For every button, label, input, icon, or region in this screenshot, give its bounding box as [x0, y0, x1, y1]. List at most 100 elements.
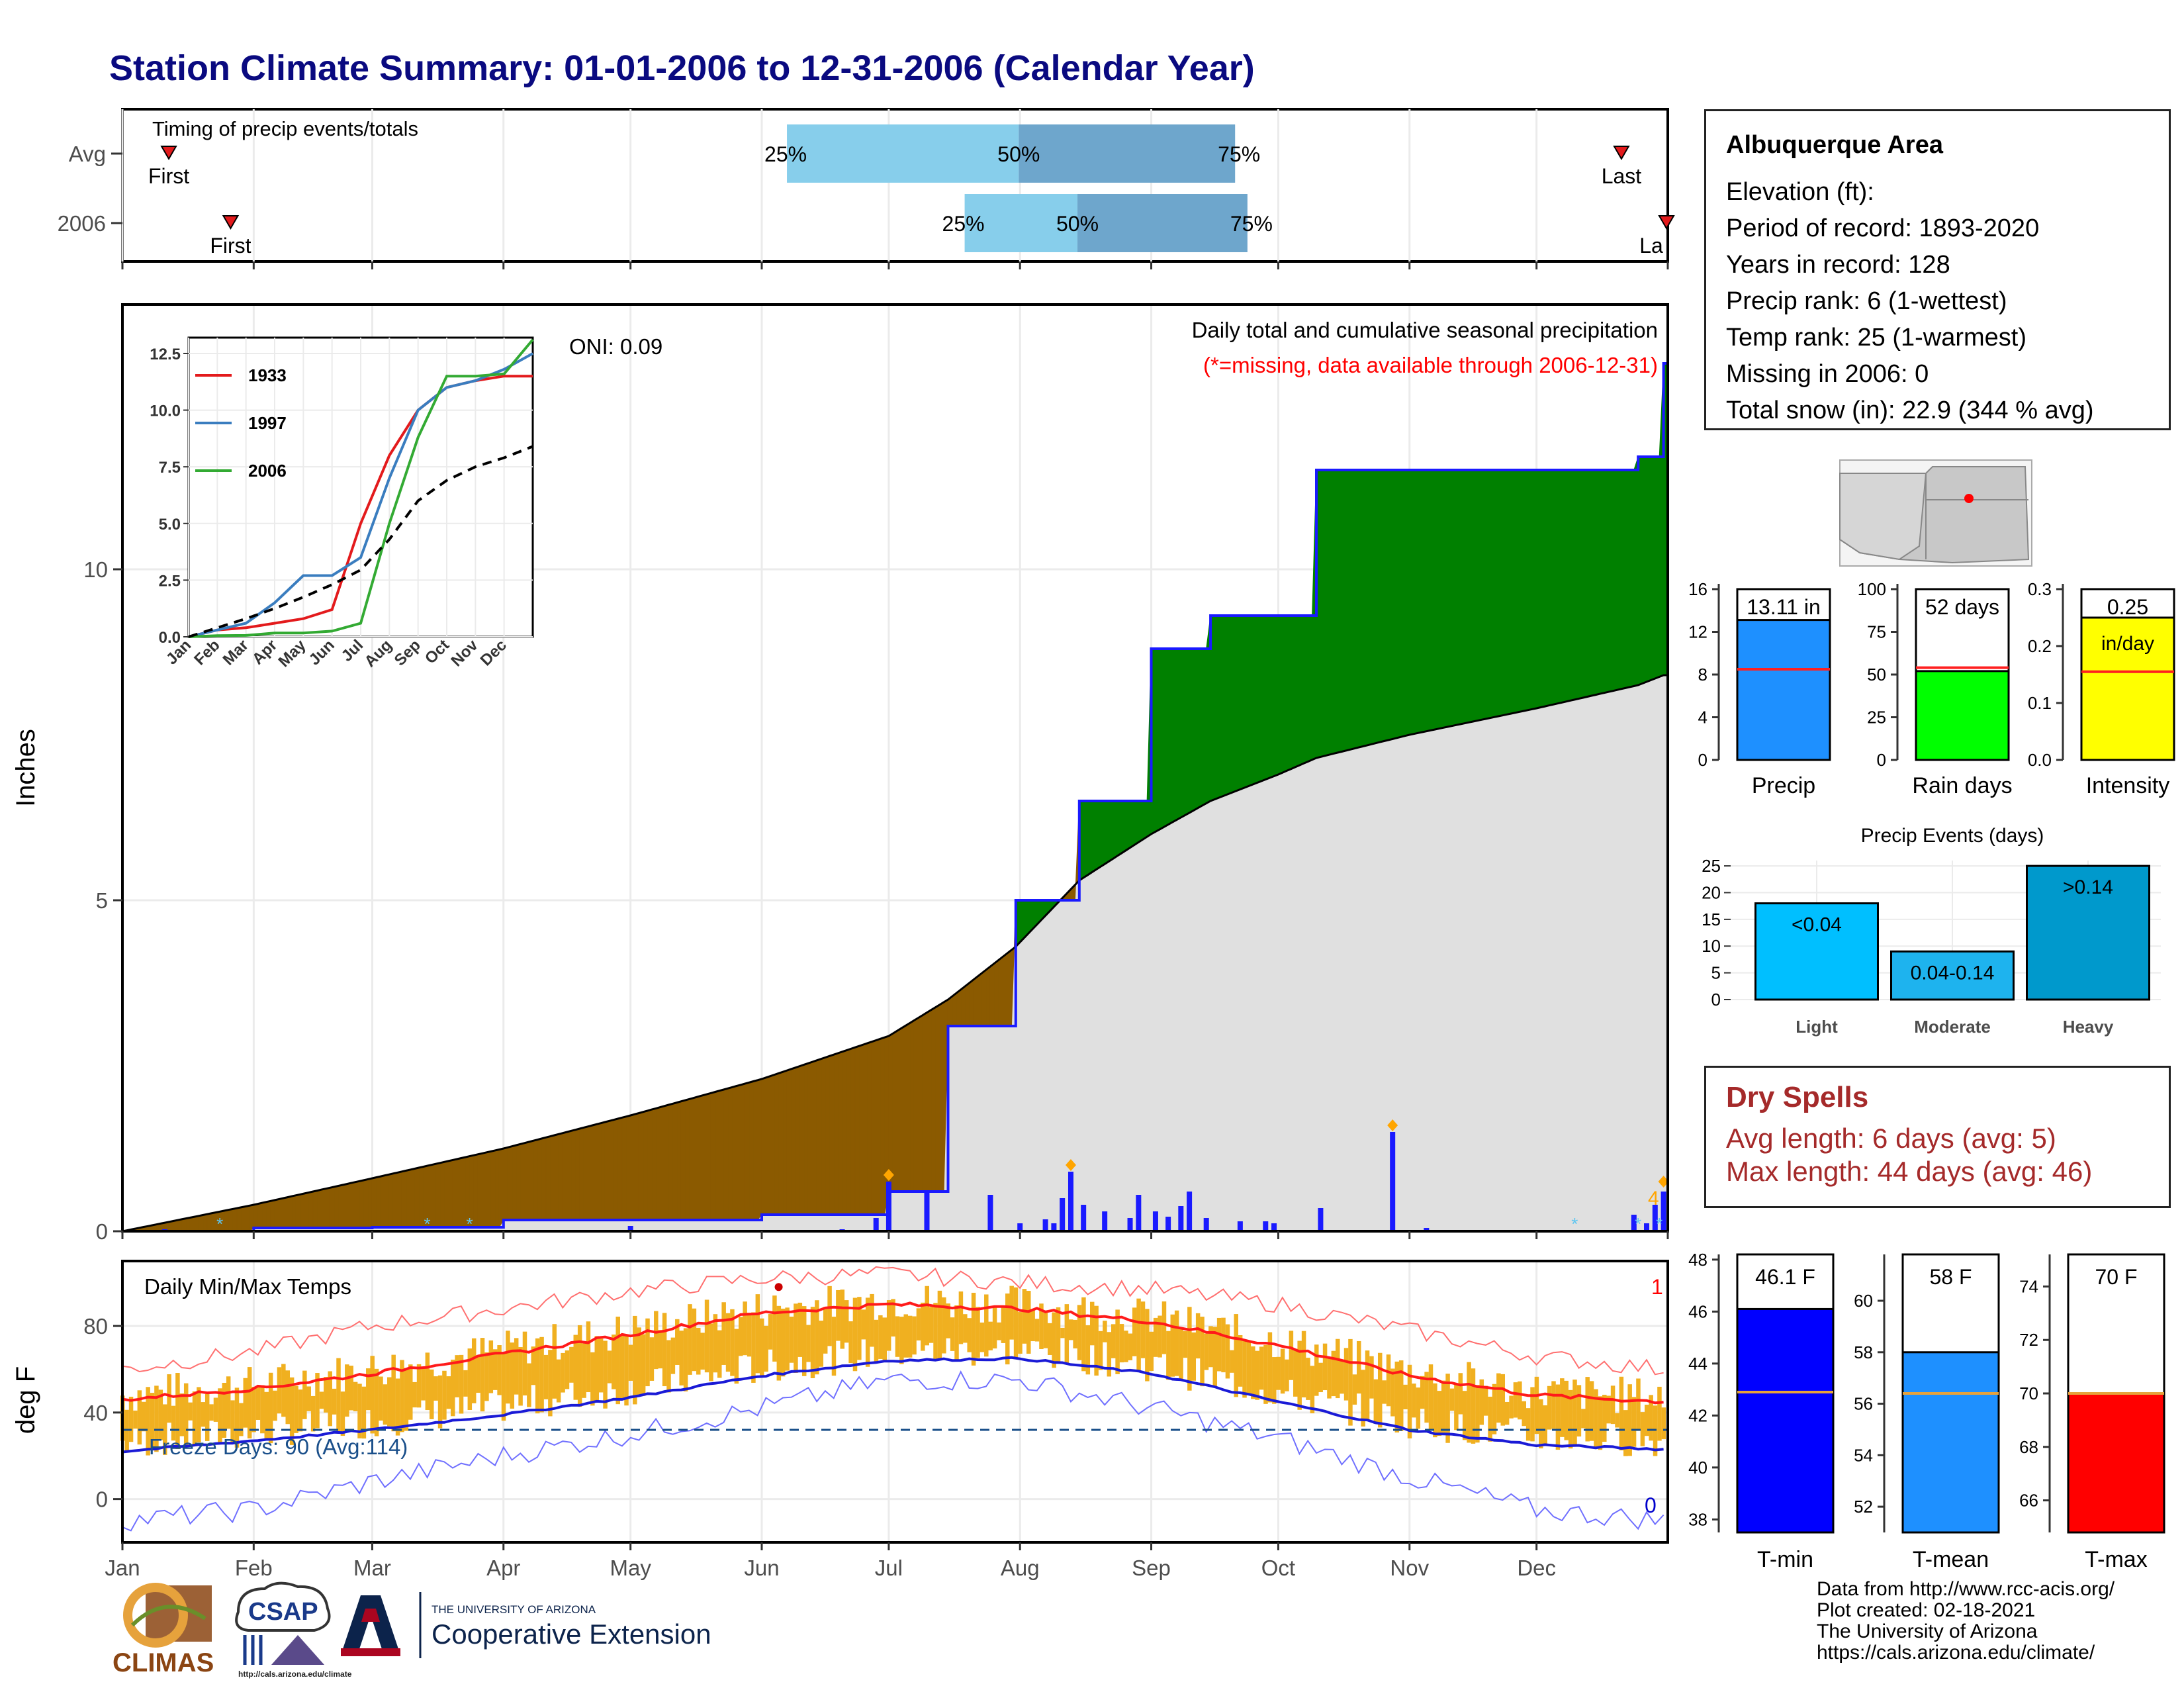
- deficit-band: [189, 1216, 195, 1232]
- daily-temp-range-bar: [1467, 1362, 1471, 1443]
- average-cumulative-line: [122, 674, 1668, 1233]
- daily-temp-range-bar: [1263, 1344, 1268, 1404]
- daily-temp-range-bar: [725, 1313, 731, 1372]
- surplus-band: [1091, 800, 1097, 873]
- temp-y-tick-label: 80: [83, 1314, 108, 1338]
- deficit-band: [761, 1077, 766, 1215]
- daily-temp-range-bar: [1594, 1389, 1598, 1447]
- surplus-band: [1367, 469, 1372, 746]
- deficit-band: [575, 1128, 580, 1221]
- deficit-band: [545, 1136, 551, 1221]
- daily-temp-range-bar: [158, 1389, 163, 1440]
- daily-temp-range-bar: [878, 1315, 883, 1359]
- daily-temp-range-bar: [319, 1391, 324, 1409]
- daily-temp-range-bar: [755, 1294, 760, 1374]
- deficit-band: [960, 985, 966, 1027]
- deficit-band: [439, 1161, 445, 1228]
- surplus-band: [1527, 469, 1533, 711]
- daily-temp-range-bar: [1191, 1332, 1197, 1381]
- daily-temp-range-bar: [1242, 1339, 1247, 1398]
- daily-temp-range-bar: [654, 1311, 659, 1370]
- daily-temp-range-bar: [175, 1373, 180, 1450]
- daily-temp-range-bar: [776, 1305, 782, 1381]
- daily-temp-range-bar: [1322, 1343, 1328, 1391]
- daily-temp-range-bar: [450, 1359, 455, 1417]
- deficit-band: [210, 1212, 216, 1232]
- daily-temp-range-bar: [925, 1286, 929, 1346]
- daily-temp-range-bar: [128, 1396, 134, 1442]
- dry-spells-title: Dry Spells: [1726, 1081, 1869, 1113]
- deficit-band: [719, 1089, 724, 1221]
- daily-temp-range-bar: [514, 1338, 519, 1395]
- surplus-band: [1383, 469, 1389, 742]
- daily-temp-range-bar: [649, 1337, 655, 1381]
- temp-plot-frame: [121, 1260, 1669, 1544]
- daily-temp-range-bar: [395, 1378, 400, 1436]
- daily-temp-range-bar: [565, 1350, 570, 1389]
- daily-temp-range-bar: [446, 1376, 451, 1409]
- daily-temp-range-bar: [954, 1305, 959, 1361]
- surplus-band: [1163, 648, 1169, 828]
- daily-temp-range-bar: [277, 1367, 282, 1414]
- page-title: Station Climate Summary: 01-01-2006 to 1…: [109, 48, 1255, 88]
- snow-day-marker: *: [216, 1214, 223, 1234]
- daily-temp-range-bar: [1297, 1340, 1302, 1410]
- surplus-band: [1379, 469, 1385, 743]
- inset-average-line: [188, 445, 533, 638]
- daily-temp-range-bar: [619, 1335, 625, 1400]
- daily-precip-bar: [873, 1218, 879, 1231]
- daily-temp-range-bar: [1022, 1289, 1027, 1344]
- surplus-band: [1409, 469, 1414, 735]
- daily-temp-range-bar: [497, 1345, 502, 1395]
- inset-y-tick-label: 12.5: [150, 346, 181, 363]
- surplus-band: [1295, 615, 1300, 768]
- deficit-band: [858, 1044, 864, 1215]
- deficit-band: [863, 1043, 868, 1215]
- daily-temp-range-bar: [612, 1335, 616, 1389]
- daily-precip-bar: [987, 1195, 993, 1231]
- daily-temp-range-bar: [997, 1322, 1001, 1340]
- surplus-band: [1358, 469, 1363, 748]
- daily-temp-range-bar: [1585, 1377, 1590, 1442]
- daily-temp-range-bar: [476, 1355, 480, 1393]
- deficit-band: [985, 965, 991, 1027]
- event-bar-label: >0.14: [2063, 876, 2113, 898]
- deficit-band: [567, 1130, 572, 1221]
- surplus-band: [1557, 469, 1563, 704]
- station-missing: Missing in 2006: 0: [1726, 360, 1929, 388]
- daily-temp-range-bar: [861, 1309, 866, 1340]
- deficit-band: [643, 1110, 648, 1221]
- surplus-band: [1629, 469, 1635, 688]
- deficit-band: [871, 1039, 877, 1215]
- deficit-band: [355, 1180, 360, 1229]
- daily-temp-range-bar: [1348, 1338, 1353, 1426]
- daily-temp-range-bar: [785, 1307, 790, 1371]
- deficit-band: [516, 1143, 521, 1221]
- daily-temp-range-bar: [1441, 1380, 1446, 1434]
- surplus-band: [1354, 469, 1359, 749]
- daily-temp-range-bar: [598, 1338, 604, 1393]
- deficit-band: [710, 1091, 716, 1221]
- deficit-band: [376, 1176, 381, 1228]
- deficit-band: [592, 1123, 597, 1221]
- deficit-band: [829, 1054, 835, 1215]
- deficit-band: [854, 1045, 860, 1215]
- daily-temp-range-bar: [1289, 1331, 1294, 1380]
- event-bar-label: <0.04: [1792, 914, 1842, 936]
- surplus-band: [1439, 469, 1444, 729]
- intensity-value-label: 0.25: [2107, 595, 2148, 619]
- temp-summary-tick-label: 40: [1688, 1458, 1707, 1477]
- daily-temp-range-bar: [1098, 1331, 1103, 1370]
- daily-temp-range-bar: [1285, 1359, 1289, 1391]
- surplus-band: [1642, 456, 1647, 684]
- daily-temp-range-bar: [1124, 1331, 1128, 1362]
- deficit-band: [321, 1188, 326, 1229]
- deficit-band: [892, 1030, 898, 1192]
- surplus-band: [1282, 615, 1287, 773]
- deficit-band: [621, 1116, 627, 1221]
- deficit-band: [600, 1121, 606, 1221]
- daily-temp-range-bar: [1052, 1312, 1056, 1368]
- daily-precip-bar: [1152, 1211, 1158, 1231]
- daily-temp-range-bar: [1340, 1360, 1344, 1394]
- surplus-band: [1121, 800, 1126, 854]
